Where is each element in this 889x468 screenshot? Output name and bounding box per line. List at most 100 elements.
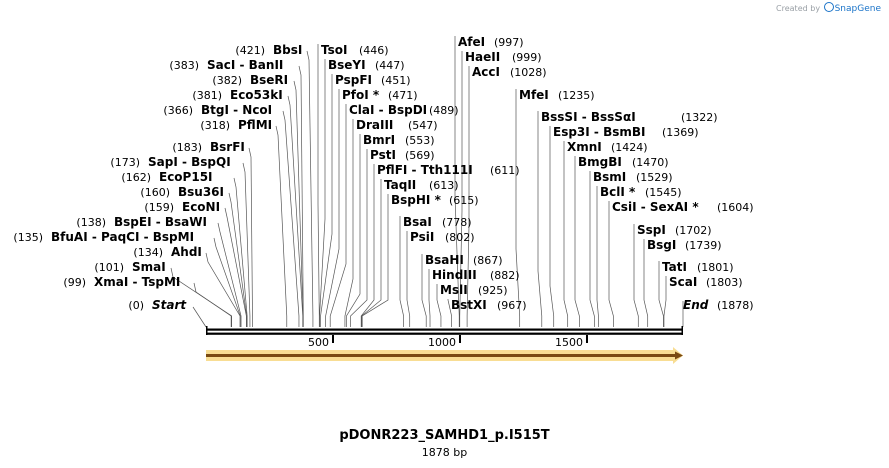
site-position-bsmi: (1529)	[636, 171, 673, 184]
site-label-bstxi[interactable]: BstXI	[451, 298, 487, 312]
site-label-bbsi[interactable]: BbsI	[273, 43, 302, 57]
site-label-hindiii[interactable]: HindIII	[432, 268, 477, 282]
site-position-afei: (997)	[494, 36, 524, 49]
site-label-bsphi[interactable]: BspHI *	[391, 193, 442, 207]
site-label-bsahi[interactable]: BsaHI	[425, 253, 464, 267]
cut-line-pfoi	[325, 89, 340, 327]
cut-line-pflmi	[275, 125, 288, 327]
site-position-clai-bspdi: (489)	[429, 104, 459, 117]
site-label-psii[interactable]: PsiI	[410, 230, 434, 244]
cut-line-btgi-ncoi	[282, 110, 300, 327]
site-position-acci: (1028)	[510, 66, 547, 79]
site-label-esp3i-bsmbi[interactable]: Esp3I - BsmBI	[553, 125, 645, 139]
cut-line-clai-bspdi	[329, 104, 347, 327]
site-position-hindiii: (882)	[490, 269, 520, 282]
site-label-bsu36i[interactable]: Bsu36I	[178, 185, 224, 199]
cut-line-haeii	[459, 51, 463, 327]
cut-line-bsphi	[361, 194, 389, 327]
site-label-bsssi-bsss-i[interactable]: BssSI - BssSαI	[541, 110, 636, 124]
site-label-sapi-bspqi[interactable]: SapI - BspQI	[148, 155, 231, 169]
site-label-bseyi[interactable]: BseYI	[328, 58, 366, 72]
ruler-tick-label-1500: 1500	[555, 336, 583, 349]
site-label-tsoi[interactable]: TsoI	[321, 43, 347, 57]
cut-line-ecop15i	[233, 177, 248, 327]
cut-line-bbsi	[306, 50, 314, 327]
site-label-haeii[interactable]: HaeII	[465, 50, 500, 64]
site-label-psti[interactable]: PstI	[370, 148, 396, 162]
site-label-pflfi-tth111i[interactable]: PflFI - Tth111I	[377, 163, 473, 177]
site-label-saci-banii[interactable]: SacI - BanII	[207, 58, 283, 72]
site-label-pspfi[interactable]: PspFI	[335, 73, 372, 87]
site-position-pfoi: (471)	[388, 89, 418, 102]
cut-line-pspfi	[320, 74, 333, 327]
site-position-bsai: (778)	[442, 216, 472, 229]
site-label-bfuai-paqci-bspmi[interactable]: BfuAI - PaqCI - BspMI	[51, 230, 194, 244]
site-label-acci[interactable]: AccI	[472, 65, 500, 79]
site-position-taqii: (613)	[429, 179, 459, 192]
site-label-btgi-ncoi[interactable]: BtgI - NcoI	[201, 103, 272, 117]
ruler-tick-label-1000: 1000	[428, 336, 456, 349]
cut-line-bstxi	[447, 299, 452, 327]
site-label-bseri[interactable]: BseRI	[250, 73, 288, 87]
site-label-mfei[interactable]: MfeI	[519, 88, 549, 102]
site-position-pflfi-tth111i: (611)	[490, 164, 520, 177]
site-label-bsgi[interactable]: BsgI	[647, 238, 676, 252]
cut-line-scai	[663, 276, 667, 327]
site-label-ahdi[interactable]: AhdI	[171, 245, 202, 259]
cut-line-tati	[658, 261, 664, 327]
site-label-bsmi[interactable]: BsmI	[593, 170, 626, 184]
site-position-draiii: (547)	[408, 119, 438, 132]
cut-line-taqii	[361, 179, 382, 327]
cut-line-xmai-tspmi	[193, 282, 232, 327]
cut-line-bsai	[399, 216, 404, 327]
site-label-eco53ki[interactable]: Eco53kI	[230, 88, 283, 102]
site-label-smai[interactable]: SmaI	[132, 260, 166, 274]
ruler-tick-1500	[585, 335, 588, 343]
cut-line-bsgi	[643, 239, 649, 327]
site-label-bmgbi[interactable]: BmgBI	[578, 155, 622, 169]
site-label-pfoi[interactable]: PfoI *	[342, 88, 380, 102]
cut-line-afei	[454, 36, 460, 327]
ruler-ticks: 500 1000 1500	[206, 326, 683, 349]
site-position-bsrfi: (183)	[172, 141, 202, 154]
site-label-bmri[interactable]: BmrI	[363, 133, 395, 147]
site-label-sspi[interactable]: SspI	[637, 223, 666, 237]
ruler-tick-500	[331, 335, 334, 343]
site-label-bcli[interactable]: BclI *	[600, 185, 636, 199]
plasmid-length: 1878 bp	[421, 446, 468, 459]
site-label-xmni[interactable]: XmnI	[567, 140, 602, 154]
site-label-scai[interactable]: ScaI	[669, 275, 697, 289]
site-label-taqii[interactable]: TaqII	[384, 178, 416, 192]
site-label-draiii[interactable]: DraIII	[356, 118, 393, 132]
site-label-xmai-tspmi[interactable]: XmaI - TspMI	[94, 275, 180, 289]
cut-line-pflfi-tth111i	[360, 164, 375, 327]
cut-site-labels: Start (0) XmaI - TspMI (99) SmaI (101) AhdI (13…	[13, 35, 753, 312]
site-position-bmgbi: (1470)	[632, 156, 669, 169]
site-label-pflmi[interactable]: PflMI	[238, 118, 272, 132]
cut-line-saci-banii	[298, 65, 304, 327]
site-label-clai-bspdi[interactable]: ClaI - BspDI	[349, 103, 427, 117]
site-label-bsai[interactable]: BsaI	[403, 215, 432, 229]
site-label-tati[interactable]: TatI	[662, 260, 687, 274]
orf-feature-arrow[interactable]	[206, 347, 683, 364]
cut-line-eco53ki	[287, 95, 304, 327]
site-label-afei[interactable]: AfeI	[458, 35, 485, 49]
cut-line-esp3i-bsmbi	[549, 126, 555, 327]
site-position-bspei-bsawi: (138)	[76, 216, 106, 229]
cut-line-start	[192, 306, 207, 328]
site-label-start[interactable]: Start	[152, 298, 187, 312]
site-label-bspei-bsawi[interactable]: BspEI - BsaWI	[114, 215, 207, 229]
site-label-ecop15i[interactable]: EcoP15I	[159, 170, 213, 184]
cut-line-bsssi-bsss-i	[537, 111, 543, 327]
site-position-pflmi: (318)	[200, 119, 230, 132]
site-label-econi[interactable]: EcoNI	[182, 200, 220, 214]
snapgene-logo-icon	[823, 2, 834, 12]
site-label-msli[interactable]: MslI	[440, 283, 468, 297]
site-position-bbsi: (421)	[235, 44, 265, 57]
site-position-esp3i-bsmbi: (1369)	[662, 126, 699, 139]
cut-line-psii	[406, 231, 411, 327]
site-label-end[interactable]: End	[683, 298, 709, 312]
site-label-bsrfi[interactable]: BsrFI	[210, 140, 245, 154]
cut-line-bfuai-paqci-bspmi	[213, 237, 241, 327]
site-label-csii-sexai[interactable]: CsiI - SexAI *	[612, 200, 699, 214]
